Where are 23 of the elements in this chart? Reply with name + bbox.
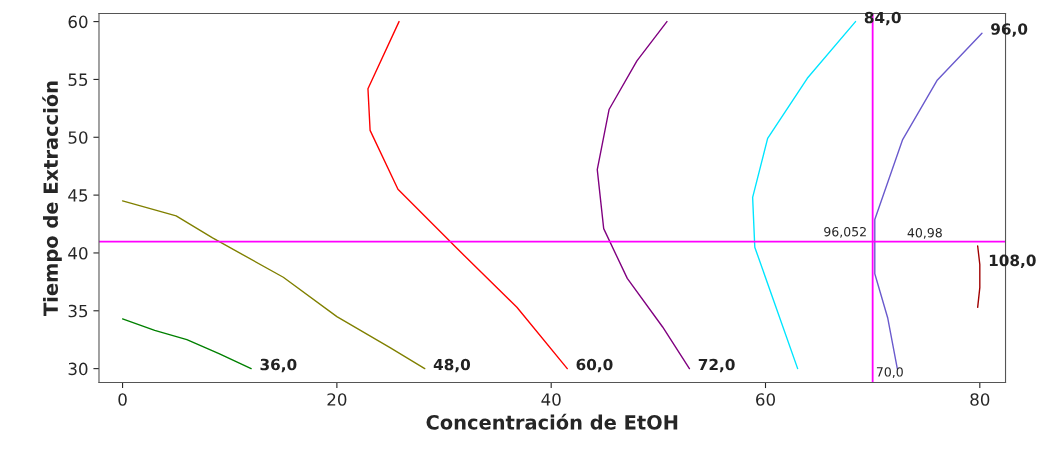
- y-tick-label: 40: [68, 246, 88, 260]
- series-label: 60,0: [576, 358, 613, 373]
- annotation: 96,052: [824, 226, 866, 238]
- y-tick-label: 35: [68, 304, 88, 318]
- series-label: 48,0: [433, 358, 471, 373]
- x-tick-label: 60: [756, 393, 775, 406]
- y-tick-label: 55: [68, 73, 88, 86]
- series-label: 36,0: [260, 358, 297, 373]
- y-tick-label: 30: [68, 362, 88, 376]
- y-tick-label: 50: [68, 131, 88, 144]
- x-tick-label: 80: [970, 393, 990, 406]
- x-tick-label: 20: [327, 393, 347, 406]
- x-tick-label: 0: [118, 393, 127, 406]
- series-label: 72,0: [698, 358, 735, 373]
- ref-line-label: 70,0: [876, 367, 903, 378]
- x-axis-title: Concentración de EtOH: [426, 413, 678, 430]
- line-series: [121, 318, 252, 370]
- line-series: [976, 245, 981, 309]
- x-tick-label: 40: [541, 393, 561, 406]
- y-tick-label: 45: [68, 189, 88, 202]
- y-axis-title: Tiempo de Extracción: [42, 81, 62, 316]
- y-tick-label: 60: [68, 15, 88, 29]
- ref-line-label: 40,98: [907, 228, 942, 239]
